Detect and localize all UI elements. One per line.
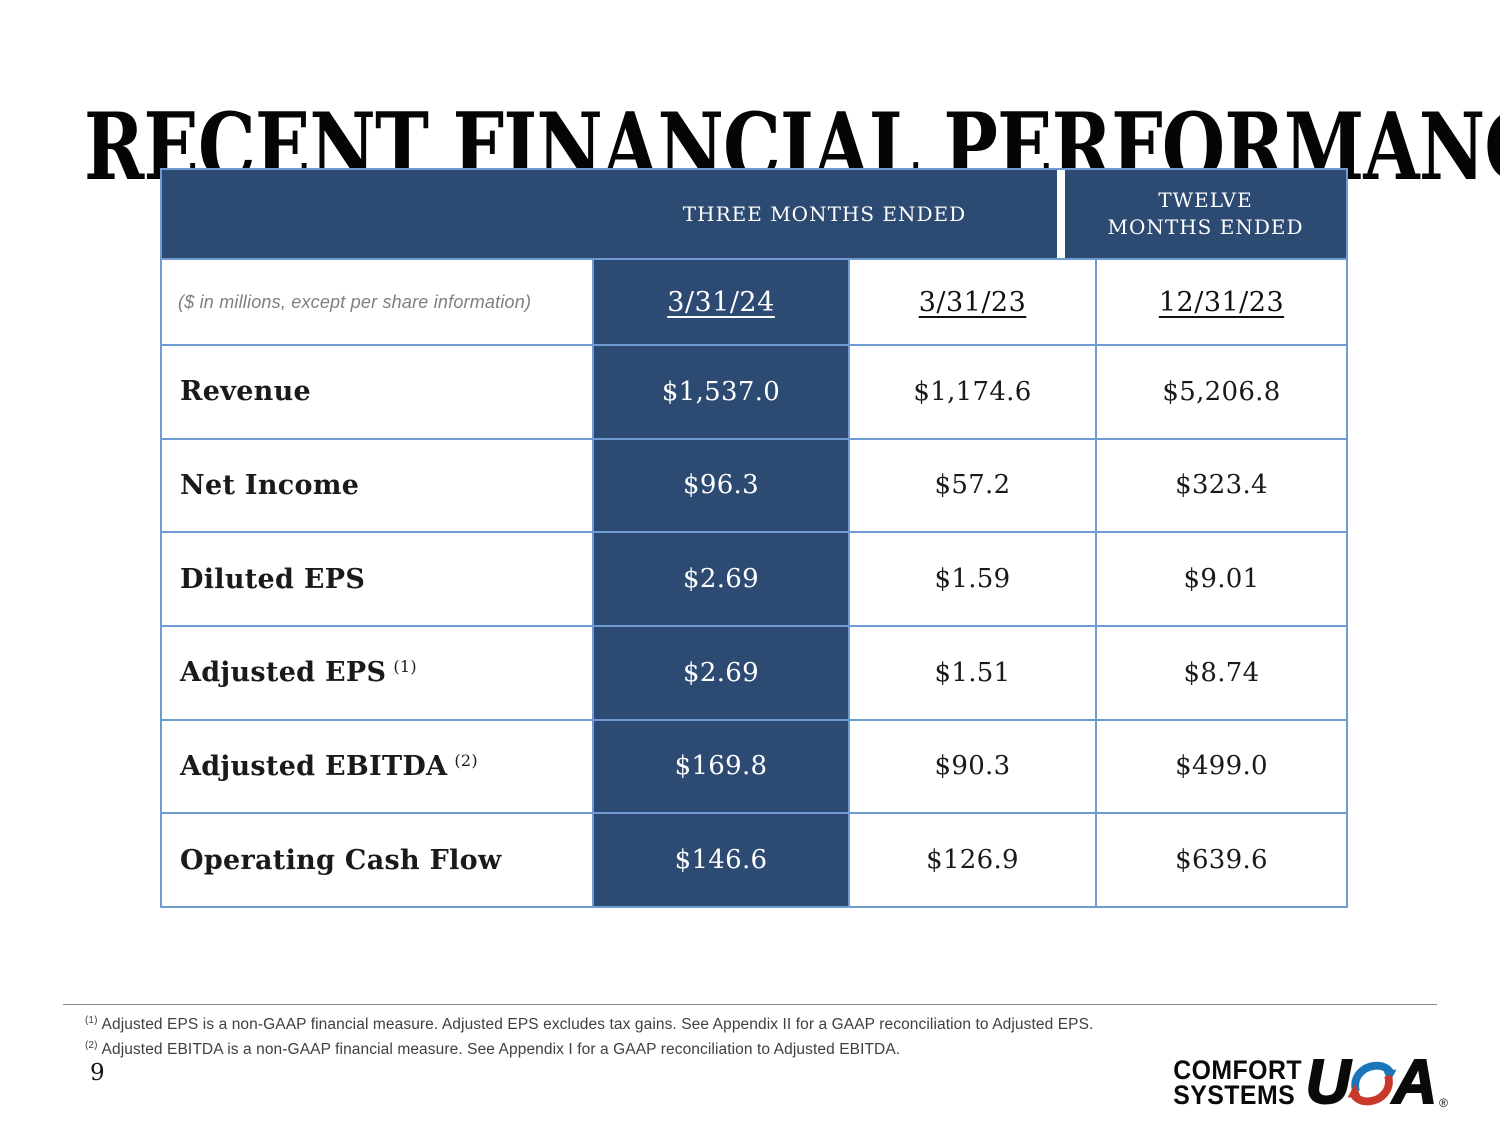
row-label: Diluted EPS [180,563,366,595]
cell-value: $2.69 [683,657,759,688]
financial-table: THREE MONTHS ENDED TWELVE MONTHS ENDED (… [160,168,1348,908]
table-cell: $169.8 [594,720,848,813]
cell-value: $323.4 [1175,470,1268,501]
row-label: Net Income [180,469,360,501]
company-logo: COMFORT SYSTEMS U A ® [1162,1048,1448,1117]
footnote-divider [63,1004,1437,1005]
column-header-twelve-months: 12/31/23 [1097,260,1346,344]
logo-swoosh-s-icon [1347,1061,1397,1106]
footnote-text: Adjusted EPS is a non-GAAP financial mea… [101,1016,1094,1034]
column-header-current-quarter: 3/31/24 [594,260,848,344]
unit-note-cell: ($ in millions, except per share informa… [162,260,592,344]
cell-value: $1.59 [934,564,1011,595]
table-cell: $9.01 [1097,533,1346,625]
table-cell: $1.59 [850,533,1095,625]
row-label: Adjusted EBITDA [180,750,448,782]
table-cell: $1.51 [850,626,1095,719]
table-cell: $2.69 [594,626,848,719]
logo-wordmark: COMFORT SYSTEMS [1172,1055,1302,1110]
footnote-marker: (1) [85,1015,98,1026]
table-header-band: THREE MONTHS ENDED TWELVE MONTHS ENDED [162,170,1346,258]
column-header-label: 3/31/23 [918,286,1027,318]
group-header-label: THREE MONTHS ENDED [682,202,967,226]
table-cell: $96.3 [594,439,848,532]
row-label-diluted-eps: Diluted EPS [162,533,592,625]
table-cell: $126.9 [850,814,1095,906]
cell-value: $639.6 [1175,845,1268,876]
footnote-marker: (2) [85,1040,98,1051]
table-cell: $5,206.8 [1097,346,1346,438]
group-header-twelve-months: TWELVE MONTHS ENDED [1065,170,1346,258]
cell-value: $90.3 [934,751,1011,782]
row-label-revenue: Revenue [162,346,592,438]
cell-value: $499.0 [1175,751,1268,782]
column-header-label: 12/31/23 [1158,286,1285,318]
footnote-text: Adjusted EBITDA is a non-GAAP financial … [101,1041,901,1059]
cell-value: $96.3 [683,470,759,501]
cell-value: $5,206.8 [1162,376,1281,407]
row-label-adjusted-eps: Adjusted EPS (1) [162,626,592,719]
row-label-net-income: Net Income [162,439,592,532]
cell-value: $146.6 [674,845,768,876]
cell-value: $1,174.6 [913,376,1032,407]
footnote-2: (2) Adjusted EBITDA is a non-GAAP financi… [85,1040,1385,1059]
row-label-footnote-ref: (2) [454,750,478,770]
row-label: Operating Cash Flow [180,844,502,876]
cell-value: $1,537.0 [661,376,781,407]
logo-letter-a: A [1391,1048,1438,1117]
row-label: Revenue [180,376,312,408]
cell-value: $2.69 [683,564,759,595]
cell-value: $126.9 [926,845,1019,876]
table-cell: $323.4 [1097,439,1346,532]
table-cell: $499.0 [1097,720,1346,813]
table-cell: $1,174.6 [850,346,1095,438]
logo-word-systems: SYSTEMS [1172,1080,1295,1110]
table-cell: $146.6 [594,814,848,906]
cell-value: $8.74 [1183,657,1260,688]
cell-value: $1.51 [934,657,1011,688]
table-cell: $8.74 [1097,626,1346,719]
logo-letter-u: U [1305,1048,1352,1117]
row-label-adjusted-ebitda: Adjusted EBITDA (2) [162,720,592,813]
column-header-prior-quarter: 3/31/23 [850,260,1095,344]
table-cell: $1,537.0 [594,346,848,438]
header-divider [1057,170,1065,258]
page-number: 9 [90,1060,105,1086]
logo-usa: U A ® [1305,1048,1448,1117]
unit-note: ($ in millions, except per share informa… [178,291,532,312]
group-header-three-months: THREE MONTHS ENDED [162,170,1057,258]
table-cell: $639.6 [1097,814,1346,906]
row-label-footnote-ref: (1) [393,657,417,677]
row-label-operating-cash-flow: Operating Cash Flow [162,814,592,906]
cell-value: $57.2 [934,470,1011,501]
footnote-1: (1) Adjusted EPS is a non-GAAP financial … [85,1015,1385,1034]
table-cell: $90.3 [850,720,1095,813]
registered-trademark-icon: ® [1439,1096,1448,1110]
table-cell: $2.69 [594,533,848,625]
row-label: Adjusted EPS [180,657,387,689]
cell-value: $169.8 [674,751,768,782]
group-header-label: TWELVE MONTHS ENDED [1107,188,1304,239]
cell-value: $9.01 [1183,564,1260,595]
column-header-label: 3/31/24 [667,286,775,318]
logo-word-comfort: COMFORT [1172,1055,1302,1086]
table-cell: $57.2 [850,439,1095,532]
